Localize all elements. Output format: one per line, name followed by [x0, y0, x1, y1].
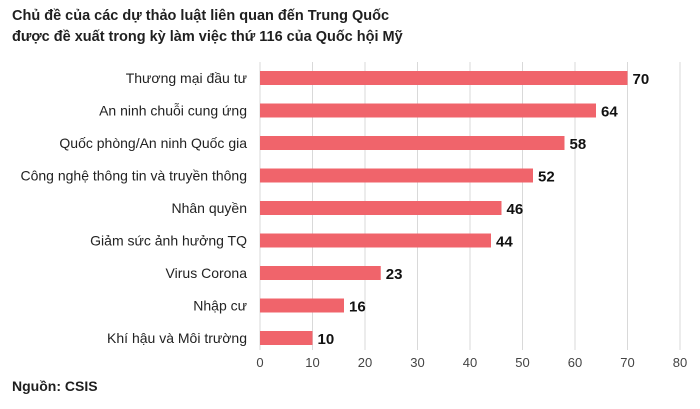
x-tick-label: 70	[620, 355, 634, 370]
bar	[260, 201, 502, 215]
x-tick-label: 60	[568, 355, 582, 370]
category-label: Nhân quyền	[171, 200, 247, 216]
bar	[260, 266, 381, 280]
category-label: Thương mại đầu tư	[126, 70, 247, 86]
x-tick-label: 0	[256, 355, 263, 370]
category-label: Công nghệ thông tin và truyền thông	[20, 168, 247, 184]
bar	[260, 298, 344, 313]
chart-title: Chủ đề của các dự thảo luật liên quan đế…	[12, 6, 403, 48]
data-label: 46	[507, 201, 524, 218]
bar	[260, 168, 533, 183]
data-label: 44	[496, 234, 513, 251]
x-tick-label: 50	[515, 355, 529, 370]
bar	[260, 71, 628, 85]
data-label: 23	[386, 266, 403, 283]
bar	[260, 233, 491, 248]
data-label: 64	[601, 104, 618, 121]
data-label: 70	[633, 71, 650, 88]
data-label: 52	[538, 169, 555, 186]
data-label: 10	[318, 331, 335, 348]
category-label: An ninh chuỗi cung ứng	[99, 103, 247, 119]
category-label: Khí hậu và Môi trường	[107, 330, 247, 346]
x-tick-label: 40	[463, 355, 477, 370]
chart-title-line-2: được đề xuất trong kỳ làm việc thứ 116 c…	[12, 29, 403, 45]
category-label: Giảm sức ảnh hưởng TQ	[90, 233, 247, 249]
bar	[260, 103, 596, 118]
category-label: Quốc phòng/An ninh Quốc gia	[59, 135, 247, 151]
data-label: 16	[349, 299, 366, 316]
data-label: 58	[570, 136, 587, 153]
category-label: Virus Corona	[166, 265, 248, 281]
category-label: Nhập cư	[193, 298, 247, 314]
bar	[260, 136, 565, 150]
chart-title-line-1: Chủ đề của các dự thảo luật liên quan đế…	[12, 8, 390, 24]
x-tick-label: 20	[358, 355, 372, 370]
x-tick-label: 80	[673, 355, 687, 370]
x-tick-label: 10	[305, 355, 319, 370]
source-note: Nguồn: CSIS	[12, 378, 98, 394]
x-tick-label: 30	[410, 355, 424, 370]
bar	[260, 331, 313, 345]
